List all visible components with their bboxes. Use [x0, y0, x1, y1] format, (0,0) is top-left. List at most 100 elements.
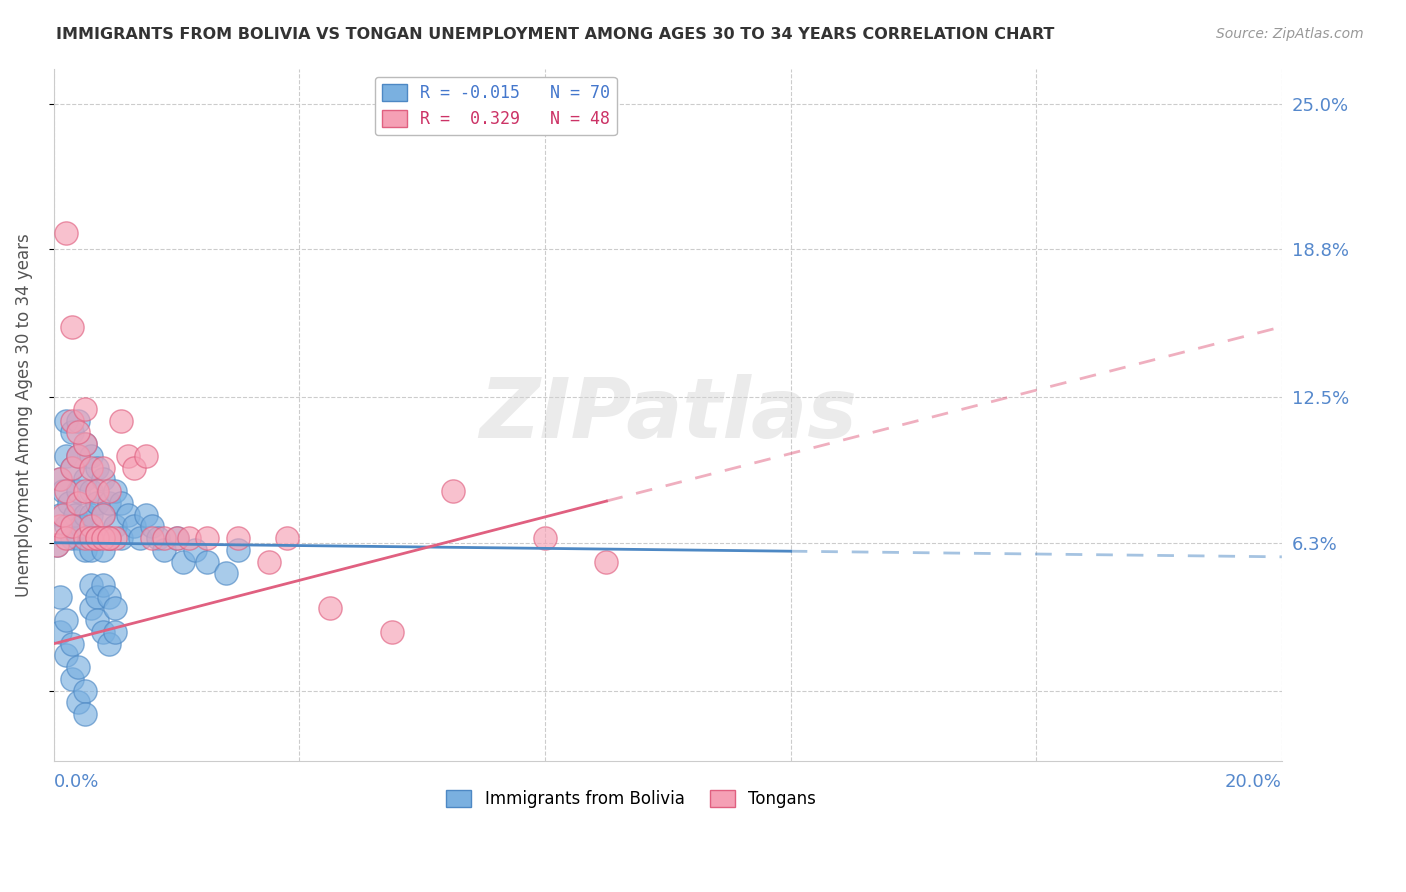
Point — [49, 519, 72, 533]
Point — [60, 531, 83, 545]
Point — [153, 542, 176, 557]
Point — [166, 531, 188, 545]
Point — [65, 508, 87, 522]
Point — [58, 496, 80, 510]
Point — [86, 531, 108, 545]
Point — [55, 519, 77, 533]
Point — [172, 555, 194, 569]
Point — [86, 484, 108, 499]
Text: 0.0%: 0.0% — [53, 772, 100, 791]
Point — [60, 319, 83, 334]
Point — [148, 531, 170, 545]
Point — [79, 601, 101, 615]
Point — [98, 637, 121, 651]
Point — [153, 531, 176, 545]
Point — [226, 542, 249, 557]
Point — [91, 624, 114, 639]
Point — [86, 531, 108, 545]
Point — [226, 531, 249, 545]
Point — [257, 555, 280, 569]
Point — [60, 460, 83, 475]
Point — [98, 496, 121, 510]
Point — [86, 590, 108, 604]
Point — [79, 449, 101, 463]
Point — [49, 590, 72, 604]
Point — [67, 414, 90, 428]
Text: Source: ZipAtlas.com: Source: ZipAtlas.com — [1216, 27, 1364, 41]
Point — [49, 472, 72, 486]
Point — [91, 578, 114, 592]
Point — [55, 613, 77, 627]
Point — [60, 672, 83, 686]
Legend: Immigrants from Bolivia, Tongans: Immigrants from Bolivia, Tongans — [440, 783, 823, 815]
Point — [55, 484, 77, 499]
Point — [141, 531, 163, 545]
Point — [49, 472, 72, 486]
Point — [79, 508, 101, 522]
Point — [67, 531, 90, 545]
Point — [45, 538, 67, 552]
Point — [55, 449, 77, 463]
Point — [49, 624, 72, 639]
Point — [73, 508, 96, 522]
Point — [73, 401, 96, 416]
Y-axis label: Unemployment Among Ages 30 to 34 years: Unemployment Among Ages 30 to 34 years — [15, 233, 32, 597]
Point — [135, 508, 157, 522]
Point — [91, 508, 114, 522]
Point — [55, 648, 77, 663]
Point — [73, 707, 96, 722]
Point — [55, 414, 77, 428]
Point — [319, 601, 342, 615]
Text: IMMIGRANTS FROM BOLIVIA VS TONGAN UNEMPLOYMENT AMONG AGES 30 TO 34 YEARS CORRELA: IMMIGRANTS FROM BOLIVIA VS TONGAN UNEMPL… — [56, 27, 1054, 42]
Point — [79, 484, 101, 499]
Point — [67, 496, 90, 510]
Point — [98, 531, 121, 545]
Point — [380, 624, 402, 639]
Point — [86, 496, 108, 510]
Point — [91, 531, 114, 545]
Point — [67, 449, 90, 463]
Point — [104, 484, 127, 499]
Point — [52, 508, 75, 522]
Point — [98, 590, 121, 604]
Point — [73, 437, 96, 451]
Point — [60, 460, 83, 475]
Point — [73, 542, 96, 557]
Point — [117, 449, 139, 463]
Point — [55, 531, 77, 545]
Point — [184, 542, 207, 557]
Point — [104, 601, 127, 615]
Text: 20.0%: 20.0% — [1225, 772, 1282, 791]
Point — [91, 472, 114, 486]
Point — [98, 531, 121, 545]
Point — [166, 531, 188, 545]
Point — [79, 578, 101, 592]
Point — [104, 519, 127, 533]
Point — [67, 695, 90, 709]
Point — [135, 449, 157, 463]
Point — [73, 437, 96, 451]
Point — [534, 531, 557, 545]
Point — [215, 566, 238, 581]
Point — [79, 460, 101, 475]
Point — [104, 624, 127, 639]
Point — [122, 519, 145, 533]
Point — [86, 460, 108, 475]
Point — [52, 484, 75, 499]
Point — [60, 519, 83, 533]
Point — [122, 460, 145, 475]
Point — [60, 637, 83, 651]
Point — [60, 425, 83, 440]
Point — [276, 531, 298, 545]
Point — [110, 496, 132, 510]
Point — [45, 538, 67, 552]
Point — [177, 531, 200, 545]
Point — [67, 660, 90, 674]
Point — [73, 531, 96, 545]
Point — [67, 484, 90, 499]
Point — [86, 531, 108, 545]
Point — [128, 531, 150, 545]
Point — [67, 449, 90, 463]
Point — [73, 484, 96, 499]
Point — [91, 542, 114, 557]
